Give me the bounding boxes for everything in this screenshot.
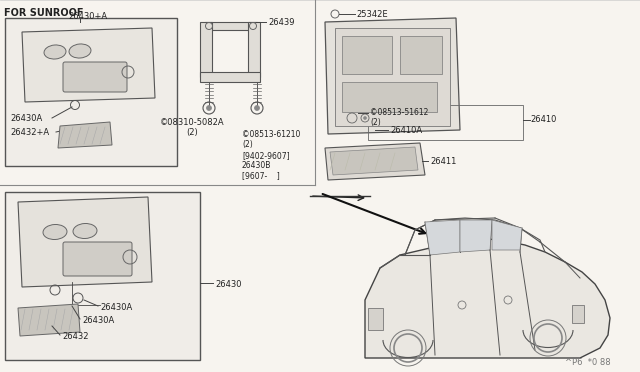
Circle shape [207,106,211,110]
Bar [335,28,450,126]
Circle shape [255,106,259,110]
Bar [342,82,437,112]
Polygon shape [58,122,112,148]
Polygon shape [18,197,152,287]
Text: 26411: 26411 [430,157,456,166]
Bar [200,22,212,77]
Bar [400,36,442,74]
Polygon shape [492,220,522,250]
Text: FOR SUNROOF: FOR SUNROOF [4,8,83,18]
Text: 26439: 26439 [268,18,294,27]
Bar [248,22,260,77]
Polygon shape [365,238,610,358]
Text: 26430+A: 26430+A [68,12,107,21]
Polygon shape [425,220,460,255]
Text: 26430A: 26430A [82,316,115,325]
Text: 26410: 26410 [530,115,556,124]
Bar [5,18,177,166]
Bar [200,72,260,82]
Bar [368,308,383,330]
Bar [368,105,523,140]
Circle shape [364,116,367,119]
FancyBboxPatch shape [63,242,132,276]
Text: ^P6  *0 88: ^P6 *0 88 [565,358,611,367]
Text: 26432: 26432 [62,332,88,341]
Text: 26430A: 26430A [100,303,132,312]
Ellipse shape [43,224,67,240]
Text: ©08513-51612
(2): ©08513-51612 (2) [370,108,428,127]
Polygon shape [325,18,460,134]
Text: 26430A: 26430A [10,114,42,123]
Ellipse shape [73,224,97,238]
Polygon shape [325,143,425,180]
Text: 26430: 26430 [215,280,241,289]
Ellipse shape [44,45,66,59]
Polygon shape [330,147,418,175]
Bar [205,22,257,30]
Text: ©08513-61210
(2)
[9402-9607]
26430B
[9607-    ]: ©08513-61210 (2) [9402-9607] 26430B [960… [242,130,300,180]
Text: ©08310-5082A
(2): ©08310-5082A (2) [160,118,224,137]
Polygon shape [22,28,155,102]
Ellipse shape [69,44,91,58]
Text: 26410A: 26410A [390,126,422,135]
Bar [342,36,392,74]
Text: 25342E: 25342E [356,10,388,19]
Text: 26432+A: 26432+A [10,128,49,137]
Polygon shape [18,304,80,336]
Bar [5,192,200,360]
Polygon shape [460,220,492,252]
Bar [572,305,584,323]
FancyBboxPatch shape [63,62,127,92]
